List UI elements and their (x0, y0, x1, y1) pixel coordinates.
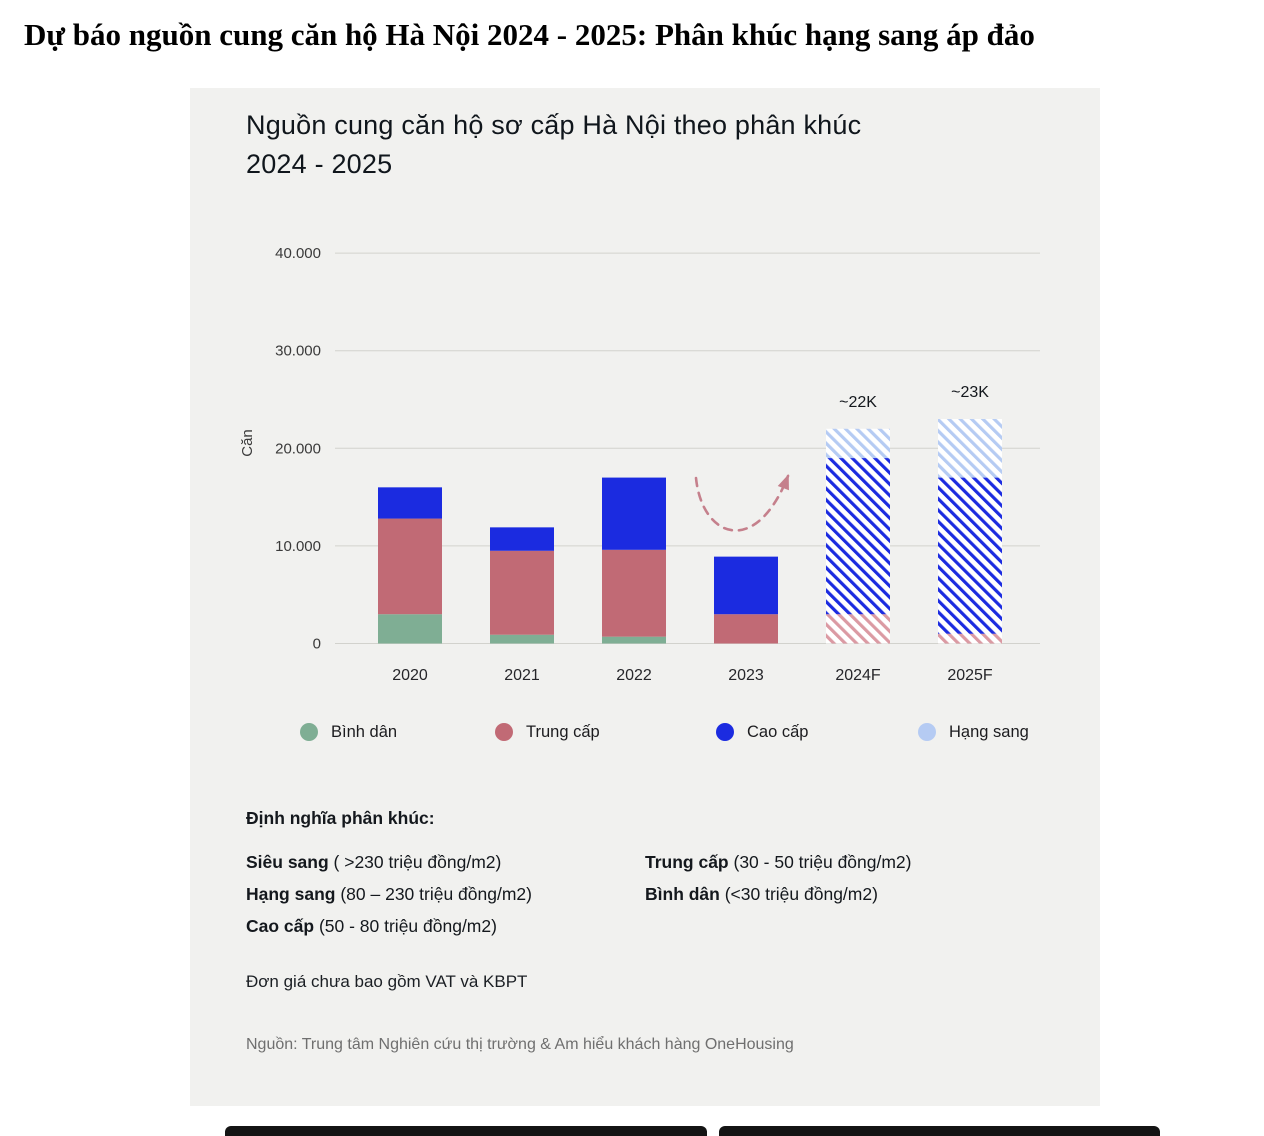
trend-arrow (694, 474, 790, 532)
legend-dot-binh-dan (300, 723, 318, 741)
forecast-annotation: ~23K (951, 384, 989, 401)
definition-term: Trung cấp (645, 852, 729, 872)
legend-item-binh-dan: Bình dân (300, 722, 397, 742)
legend-item-trung-cap: Trung cấp (495, 722, 600, 742)
trend-arrow-head (777, 474, 789, 491)
bar-segment (938, 477, 1002, 634)
bar-segment (490, 634, 554, 644)
bar-segment (378, 614, 442, 644)
definition-desc: (80 – 230 triệu đồng/m2) (335, 884, 532, 904)
definition-trung-cap: Trung cấp (30 - 50 triệu đồng/m2) (645, 852, 912, 873)
x-axis-label: 2025F (947, 667, 993, 684)
y-axis-label: Căn (239, 429, 256, 457)
definition-term: Siêu sang (246, 852, 329, 872)
bar-segment (826, 614, 890, 644)
definition-desc: ( >230 triệu đồng/m2) (328, 852, 502, 872)
y-tick-label: 40.000 (275, 245, 321, 262)
legend-item-hang-sang: Hạng sang (918, 722, 1029, 742)
legend-label: Trung cấp (526, 722, 600, 741)
cutoff-element-right (719, 1126, 1160, 1136)
definition-binh-dan: Bình dân (<30 triệu đồng/m2) (645, 884, 878, 905)
definition-sieu-sang: Siêu sang ( >230 triệu đồng/m2) (246, 852, 501, 873)
x-axis-label: 2020 (392, 667, 428, 684)
article-headline: Dự báo nguồn cung căn hộ Hà Nội 2024 - 2… (24, 17, 1035, 52)
bar-segment (826, 428, 890, 459)
chart-title: Nguồn cung căn hộ sơ cấp Hà Nội theo phâ… (246, 110, 862, 180)
forecast-annotation: ~22K (839, 394, 877, 411)
definition-desc: (30 - 50 triệu đồng/m2) (728, 852, 912, 872)
definition-term: Bình dân (645, 884, 720, 904)
definitions-heading: Định nghĩa phân khúc: (246, 808, 435, 828)
x-axis-label: 2023 (728, 667, 764, 684)
bar-segment (378, 487, 442, 519)
bar-segment (826, 458, 890, 615)
bar-segment (714, 614, 778, 644)
bar-segment (490, 550, 554, 635)
y-tick-label: 10.000 (275, 538, 321, 555)
bar-segment (602, 549, 666, 637)
source-attribution: Nguồn: Trung tâm Nghiên cứu thị trường &… (246, 1036, 794, 1053)
legend-label: Hạng sang (949, 722, 1029, 741)
bar-segment (490, 527, 554, 551)
x-axis-label: 2024F (835, 667, 881, 684)
definition-term: Hạng sang (246, 884, 336, 904)
bar-segment (602, 477, 666, 550)
x-axis-label: 2021 (504, 667, 540, 684)
x-axis-label: 2022 (616, 667, 652, 684)
bar-segment (938, 419, 1002, 478)
legend-dot-trung-cap (495, 723, 513, 741)
y-tick-label: 30.000 (275, 343, 321, 360)
definition-desc: (<30 triệu đồng/m2) (719, 884, 878, 904)
bar-segment (938, 633, 1002, 644)
bar-segment (378, 518, 442, 615)
price-note: Đơn giá chưa bao gồm VAT và KBPT (246, 972, 528, 991)
definition-term: Cao cấp (246, 916, 315, 936)
bar-segment (602, 636, 666, 644)
bar-segment (714, 556, 778, 615)
legend-label: Cao cấp (747, 722, 809, 741)
legend-item-cao-cap: Cao cấp (716, 722, 808, 742)
y-tick-label: 20.000 (275, 440, 321, 457)
definition-cao-cap: Cao cấp (50 - 80 triệu đồng/m2) (246, 916, 497, 937)
legend-dot-cao-cap (716, 723, 734, 741)
definition-hang-sang: Hạng sang (80 – 230 triệu đồng/m2) (246, 884, 532, 905)
stacked-bar-chart: 0 10.000 20.000 30.000 40.000 Căn 2020 2021 2022… (239, 245, 1040, 684)
legend-dot-hang-sang (918, 723, 936, 741)
definition-desc: (50 - 80 triệu đồng/m2) (314, 916, 497, 936)
cutoff-element-left (225, 1126, 707, 1136)
legend-label: Bình dân (331, 722, 398, 741)
chart-card: Nguồn cung căn hộ sơ cấp Hà Nội theo phâ… (190, 88, 1100, 1106)
y-tick-label: 0 (313, 636, 321, 653)
